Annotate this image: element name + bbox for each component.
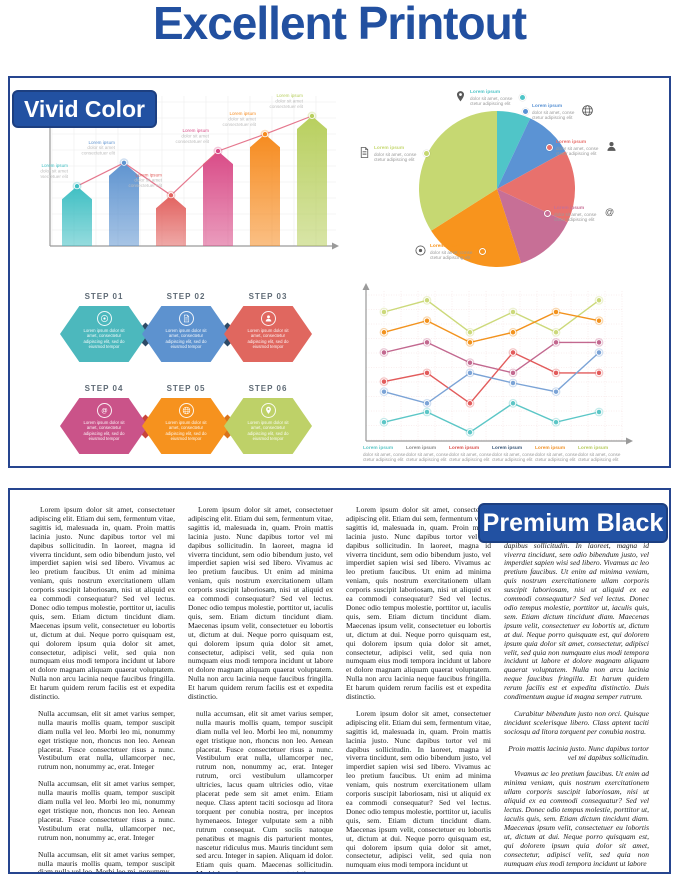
step-body-text: Lorem ipsum dolor sit amet, consectetur … (247, 420, 289, 441)
pie-callout-line: dolor sit amet, conse (470, 95, 513, 101)
paragraph: Proin mattis lacinia justo. Nunc dapibus… (508, 743, 649, 762)
person-icon (260, 311, 276, 326)
person-icon (605, 140, 618, 153)
pie-slice (419, 111, 497, 231)
bar (203, 151, 233, 246)
step-hexagon: Lorem ipsum dolor sit amet, consectetur … (60, 306, 148, 362)
paragraph: Lorem ipsum dolor sit amet, consectetuer… (346, 708, 491, 870)
premium-black-badge: Premium Black (478, 503, 668, 543)
step-body-text: Lorem ipsum dolor sit amet, consectetur … (83, 328, 125, 349)
step-label: STEP 02 (166, 292, 206, 301)
text-column-4: Lorem ipsum dolor sit amet, consectetuer… (504, 505, 649, 872)
step-label: STEP 03 (248, 292, 288, 301)
bar (297, 116, 327, 246)
step-label: STEP 01 (84, 292, 124, 301)
pie-slice (497, 151, 576, 223)
step-label: STEP 06 (248, 384, 288, 393)
vivid-color-badge-label: Vivid Color (24, 95, 145, 122)
step-body-text: Lorem ipsum dolor sit amet, consectetur … (247, 328, 289, 349)
line-series (383, 341, 599, 374)
paragraph: Nulla accumsan, elit sit amet varius sem… (38, 849, 175, 874)
paragraph: Lorem ipsum dolor sit amet, consectetuer… (346, 505, 491, 702)
premium-black-badge-label: Premium Black (482, 508, 664, 537)
line-series (383, 299, 600, 334)
paragraph: Lorem ipsum dolor sit amet, consectetuer… (30, 505, 175, 702)
pie-slice (497, 189, 568, 264)
step-hexagon: Lorem ipsum dolor sit amet, consectetur … (224, 306, 312, 362)
step-hexagon: Lorem ipsum dolor sit amet, consectetur … (142, 398, 230, 454)
pie-callout-dot (519, 94, 526, 101)
text-columns: Lorem ipsum dolor sit amet, consectetuer… (10, 490, 669, 872)
paragraph: Nulla accumsan, elit sit amet varius sem… (38, 708, 175, 772)
pie-slice (497, 118, 566, 189)
svg-text:@: @ (605, 207, 614, 217)
premium-black-panel: Lorem ipsum dolor sit amet, consectetuer… (8, 488, 671, 874)
step-hexagon: Lorem ipsum dolor sit amet, consectetur … (224, 398, 312, 454)
paragraph: Vivamus ac leo pretium faucibus. Ut enim… (504, 769, 649, 868)
at-icon: @ (603, 206, 616, 219)
text-column-2: Lorem ipsum dolor sit amet, consectetuer… (188, 505, 333, 874)
line-series (383, 311, 600, 344)
step-body-text: Lorem ipsum dolor sit amet, consectetur … (165, 328, 207, 349)
svg-text:@: @ (101, 407, 107, 414)
document-icon (358, 146, 371, 159)
paragraph: Nulla accumsan, elit sit amet varius sem… (38, 779, 175, 842)
step-hexagon: @ Lorem ipsum dolor sit amet, consectetur… (60, 398, 148, 454)
step-hexagon: Lorem ipsum dolor sit amet, consectetur … (142, 306, 230, 362)
step-label: STEP 04 (84, 384, 124, 393)
page-title: Excellent Printout (152, 0, 527, 49)
step-label: STEP 05 (166, 384, 206, 393)
line-series (383, 402, 600, 434)
paragraph: nulla accumsan, elit sit amet varius sem… (196, 708, 333, 874)
pie-chart (419, 111, 576, 267)
pie-callout-title: Lorem ipsum (470, 90, 501, 95)
globe-icon (178, 403, 194, 418)
pin-icon (260, 403, 276, 418)
bar (62, 186, 92, 246)
line-series (383, 351, 600, 405)
steps-diagram: STEP 01 Lorem ipsum dolor sit amet, conse… (10, 78, 350, 470)
pie-slice (431, 189, 522, 267)
vivid-color-badge: Vivid Color (12, 90, 157, 128)
at-icon: @ (96, 403, 112, 418)
document-icon (178, 311, 194, 326)
text-column-1: Lorem ipsum dolor sit amet, consectetuer… (30, 505, 175, 874)
pie-slice (497, 111, 531, 189)
bar (156, 195, 186, 246)
bar (250, 134, 280, 246)
paragraph: Lorem ipsum dolor sit amet, consectetuer… (188, 505, 333, 702)
pin-icon (454, 90, 467, 103)
line-chart (362, 283, 633, 445)
paragraph: Curabitur bibendum justo non orci. Quisq… (504, 708, 649, 736)
bar (109, 162, 139, 246)
step-body-text: Lorem ipsum dolor sit amet, consectetur … (165, 420, 207, 441)
text-column-3: Lorem ipsum dolor sit amet, consectetuer… (346, 505, 491, 872)
target-icon (96, 311, 112, 326)
step-body-text: Lorem ipsum dolor sit amet, consectetur … (83, 420, 125, 441)
